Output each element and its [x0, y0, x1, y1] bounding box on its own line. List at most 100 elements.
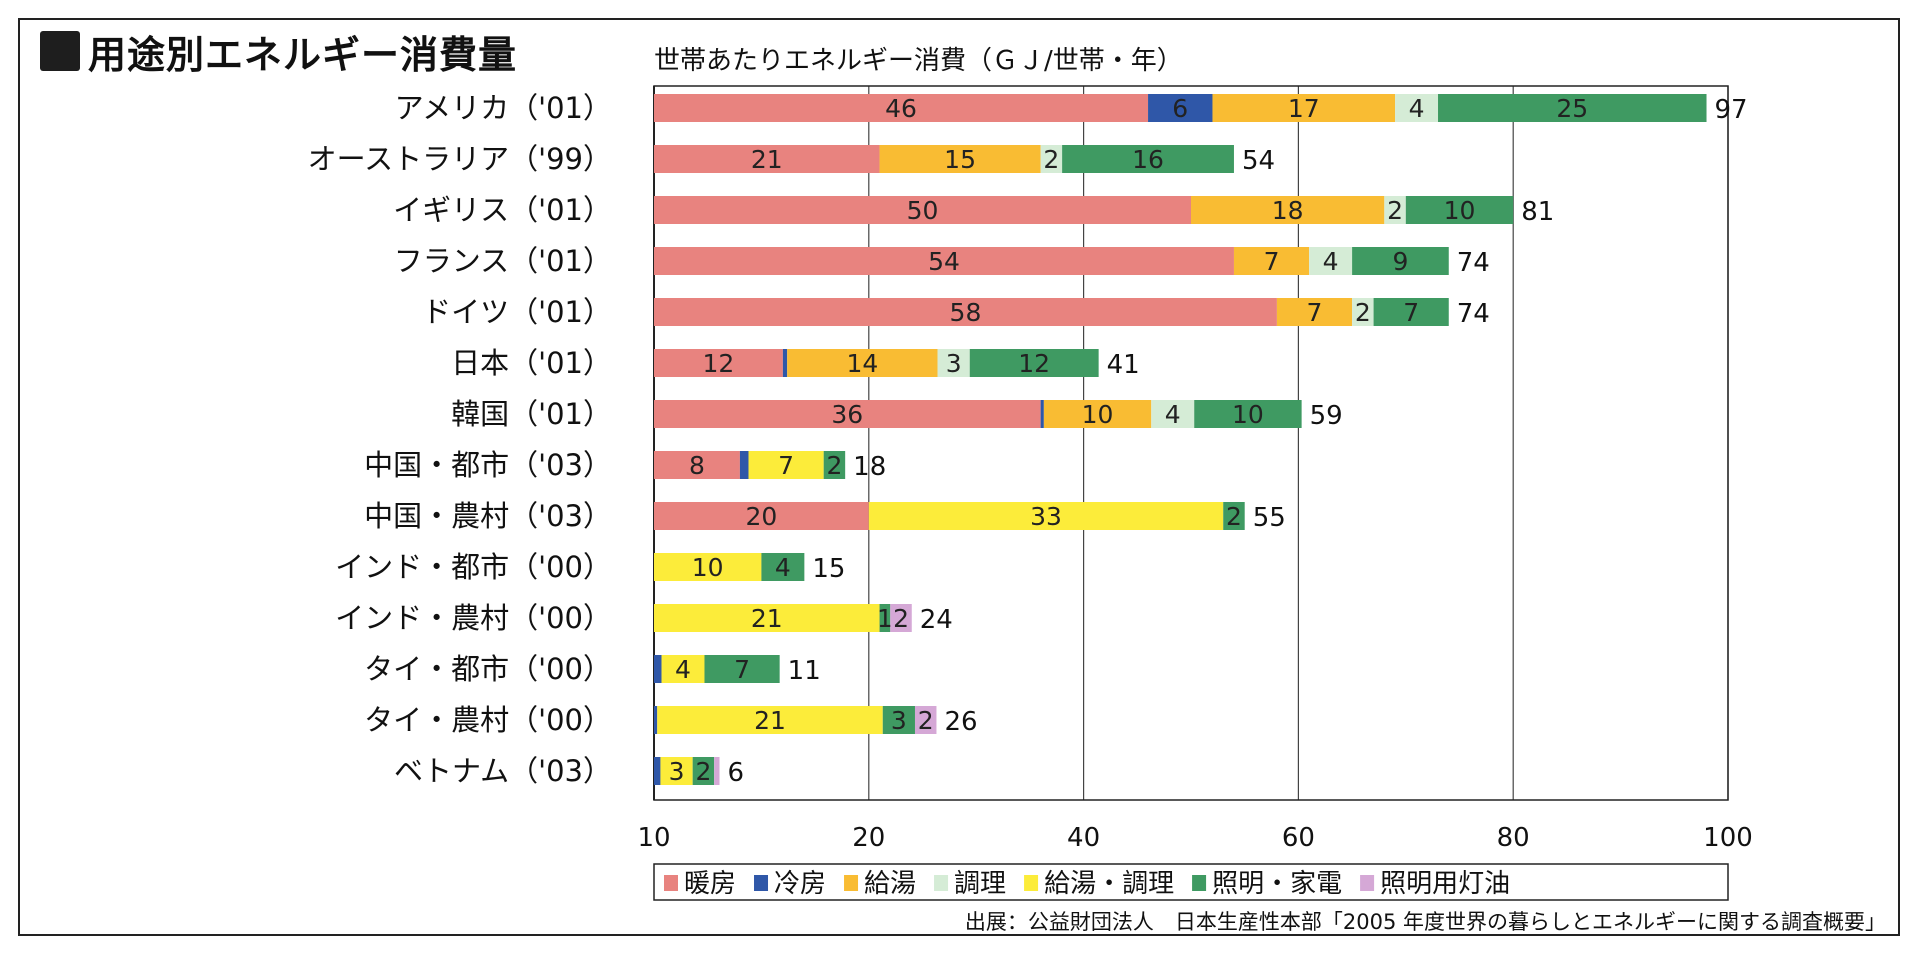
- segment-value-label: 10: [1082, 400, 1114, 429]
- legend-label: 給湯: [864, 869, 916, 899]
- legend-label: 給湯・調理: [1044, 869, 1174, 899]
- bar-segment: [1395, 94, 1439, 122]
- total-value-label: 11: [788, 656, 821, 686]
- bar-segment: [714, 757, 720, 785]
- segment-value-label: 2: [1043, 145, 1059, 174]
- category-label: アメリカ（'01）: [395, 91, 612, 125]
- bar-segment: [868, 502, 1224, 530]
- segment-value-label: 2: [1226, 502, 1242, 531]
- segment-value-label: 58: [950, 298, 982, 327]
- bar-segment: [879, 145, 1041, 173]
- bar-segment: [654, 757, 661, 785]
- bar-segment: [654, 502, 869, 530]
- segment-value-label: 4: [1165, 400, 1181, 429]
- category-label: フランス（'01）: [394, 244, 612, 278]
- legend-swatch: [754, 875, 769, 891]
- segment-value-label: 6: [1172, 94, 1188, 123]
- heading-text: 用途別エネルギー消費量: [88, 32, 518, 77]
- category-label: オーストラリア（'99）: [308, 142, 612, 176]
- total-value-label: 54: [1242, 146, 1275, 176]
- bar-segment: [1276, 298, 1353, 326]
- segment-value-label: 15: [944, 145, 976, 174]
- segment-value-label: 20: [745, 502, 777, 531]
- x-tick-label: 60: [1282, 823, 1315, 853]
- legend-swatch: [934, 875, 949, 891]
- segment-value-label: 12: [1018, 349, 1050, 378]
- total-value-label: 26: [944, 707, 977, 737]
- bar-segment: [654, 604, 880, 632]
- bar-segment: [890, 604, 912, 632]
- bar-segment: [1040, 145, 1063, 173]
- segment-value-label: 3: [891, 706, 907, 735]
- segment-value-label: 10: [1232, 400, 1264, 429]
- segment-value-label: 2: [1355, 298, 1371, 327]
- bar-segment: [704, 655, 780, 683]
- total-value-label: 15: [812, 554, 845, 584]
- bar-segment: [879, 604, 891, 632]
- segment-value-label: 18: [1272, 196, 1304, 225]
- segment-value-label: 4: [1409, 94, 1425, 123]
- bar-segment: [657, 706, 883, 734]
- segment-value-label: 17: [1288, 94, 1320, 123]
- segment-value-label: 21: [754, 706, 786, 735]
- segment-value-label: 16: [1132, 145, 1164, 174]
- segment-value-label: 10: [692, 553, 724, 582]
- bar-segment: [654, 400, 1041, 428]
- bar-segment: [654, 655, 662, 683]
- segment-value-label: 3: [946, 349, 962, 378]
- legend-box: [653, 863, 1729, 901]
- bar-segment: [937, 349, 970, 377]
- bar-segment: [654, 94, 1149, 122]
- segment-value-label: 25: [1556, 94, 1588, 123]
- category-label: タイ・農村（'00）: [364, 703, 612, 737]
- x-tick-label: 100: [1703, 823, 1753, 853]
- total-value-label: 74: [1457, 248, 1490, 278]
- segment-value-label: 12: [703, 349, 735, 378]
- total-value-label: 6: [728, 758, 745, 788]
- bar-segment: [1438, 94, 1707, 122]
- bar-segment: [787, 349, 938, 377]
- segment-value-label: 33: [1030, 502, 1062, 531]
- bar-segment: [1148, 94, 1213, 122]
- chart-title: 世帯あたりエネルギー消費（ＧＪ/世帯・年）: [654, 46, 1183, 76]
- segment-value-label: 7: [778, 451, 794, 480]
- category-label: 中国・都市（'03）: [364, 448, 612, 482]
- legend-label: 照明用灯油: [1380, 869, 1510, 899]
- legend-label: 調理: [954, 869, 1006, 899]
- segment-value-label: 2: [918, 706, 934, 735]
- plot-border: [653, 85, 1729, 801]
- bar-segment: [1352, 247, 1449, 275]
- segment-value-label: 7: [1307, 298, 1323, 327]
- bar-segment: [654, 247, 1234, 275]
- segment-value-label: 21: [751, 604, 783, 633]
- category-label: インド・都市（'00）: [335, 550, 612, 584]
- legend-label: 冷房: [774, 869, 826, 899]
- total-value-label: 18: [853, 452, 886, 482]
- segment-value-label: 3: [669, 757, 685, 786]
- bar-segment: [1309, 247, 1353, 275]
- segment-value-label: 54: [928, 247, 960, 276]
- bar-segment: [739, 451, 749, 479]
- bar-segment: [761, 553, 805, 581]
- category-label: 日本（'01）: [451, 346, 612, 380]
- legend-label: 照明・家電: [1212, 869, 1342, 899]
- legend-swatch: [844, 875, 859, 891]
- bar-segment: [654, 553, 762, 581]
- x-tick-label: 20: [852, 823, 885, 853]
- bar-segment: [1151, 400, 1195, 428]
- bar-segment: [1384, 196, 1406, 224]
- category-label: ドイツ（'01）: [422, 295, 612, 329]
- segment-value-label: 14: [846, 349, 878, 378]
- bar-segment: [692, 757, 715, 785]
- bar-segment: [660, 757, 693, 785]
- legend-label: 暖房: [684, 869, 736, 899]
- bar-segment: [654, 298, 1277, 326]
- x-tick-label: 80: [1497, 823, 1530, 853]
- bar-segment: [1233, 247, 1310, 275]
- total-value-label: 55: [1253, 503, 1286, 533]
- segment-value-label: 10: [1444, 196, 1476, 225]
- segment-value-label: 36: [831, 400, 863, 429]
- segment-value-label: 2: [826, 451, 842, 480]
- category-label: タイ・都市（'00）: [364, 652, 612, 686]
